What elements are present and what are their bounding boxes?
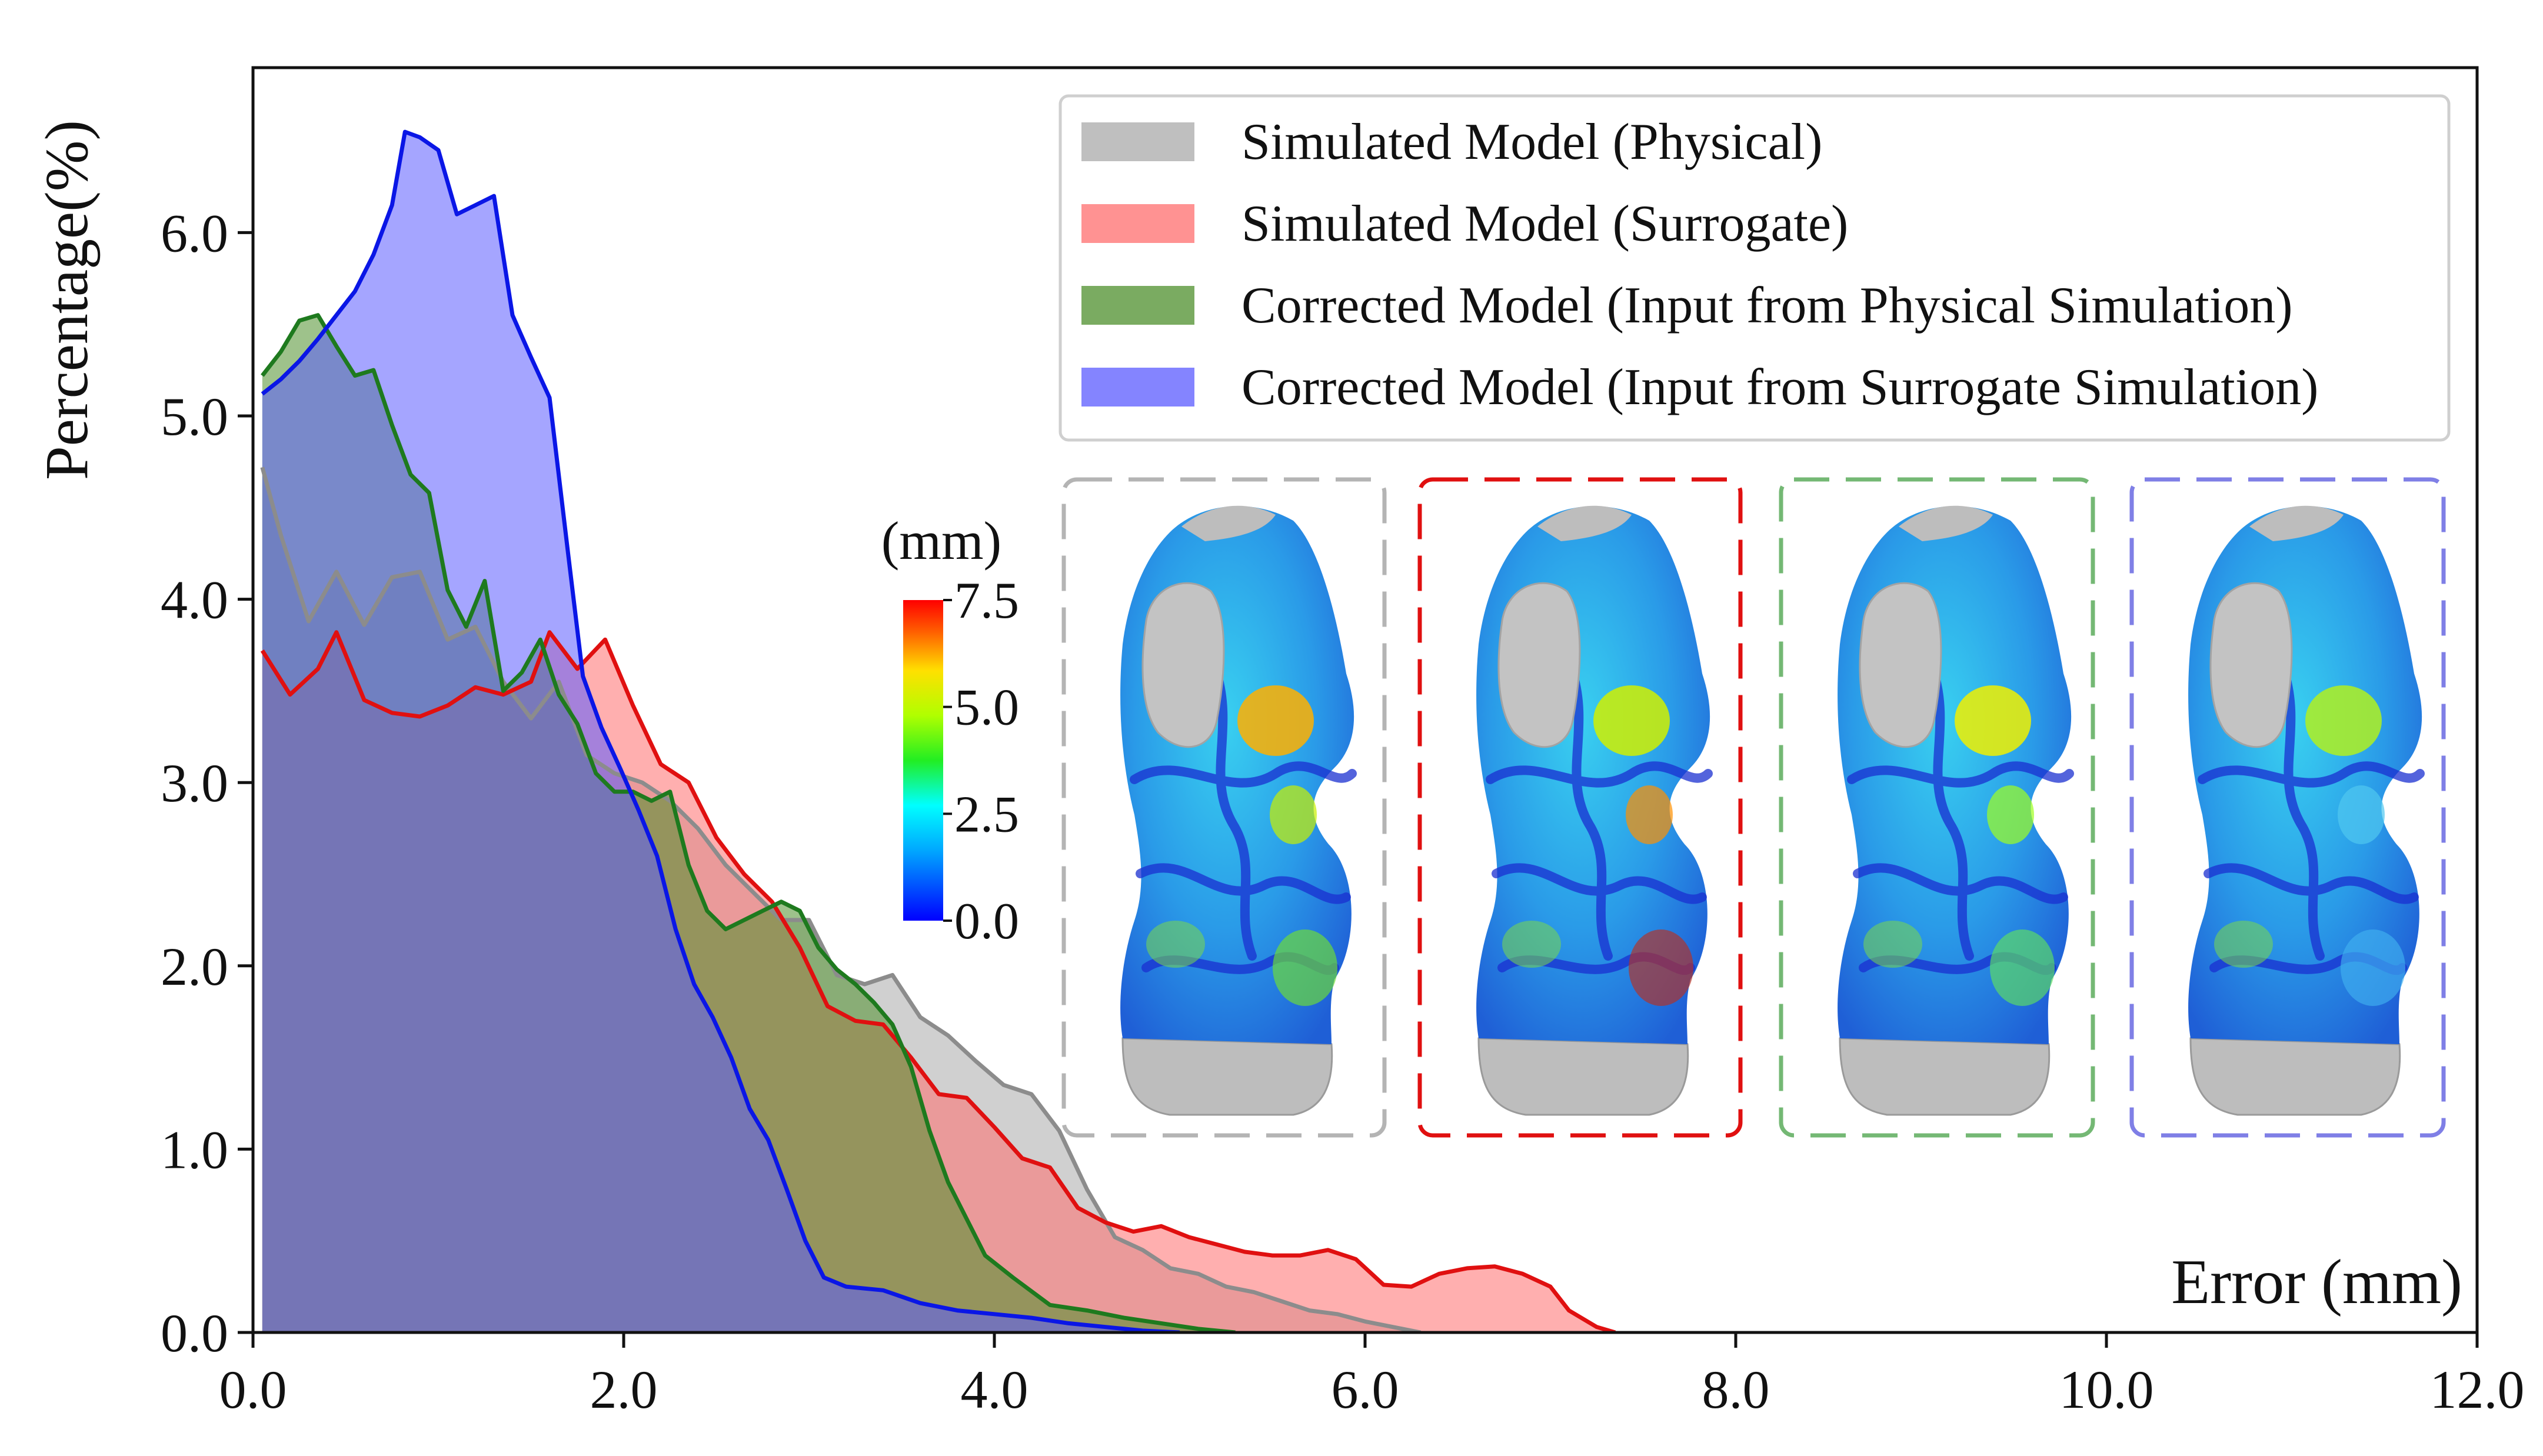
x-tick-label: 10.0 — [2059, 1360, 2154, 1420]
y-tick-label: 2.0 — [161, 937, 228, 997]
x-tick-label: 2.0 — [590, 1360, 658, 1420]
legend-label-4: Corrected Model (Input from Surrogate Si… — [1241, 359, 2318, 416]
inset-border — [1417, 477, 1743, 1138]
y-axis: 0.0 1.0 2.0 3.0 4.0 5.0 6.0 — [161, 203, 253, 1363]
inset-border — [1061, 477, 1387, 1138]
y-tick-label: 4.0 — [161, 570, 228, 630]
legend-swatch-2 — [1081, 204, 1194, 243]
colorbar-tick-label: 5.0 — [954, 679, 1019, 737]
x-tick-label: 6.0 — [1332, 1360, 1399, 1420]
line-series-3 — [261, 313, 1236, 1332]
legend-swatch-4 — [1081, 368, 1194, 407]
legend-swatch-3 — [1081, 286, 1194, 325]
line-series-1 — [260, 467, 1422, 1332]
legend-box — [1059, 94, 2451, 442]
inset-panel-1 — [1061, 477, 1387, 1138]
x-tick-label: 8.0 — [1702, 1360, 1770, 1420]
x-tick-label: 4.0 — [961, 1360, 1028, 1420]
inset-panel-4 — [2129, 477, 2446, 1138]
legend-label-1: Simulated Model (Physical) — [1241, 114, 1822, 171]
area-series-group — [262, 132, 1616, 1332]
inset-border — [2129, 477, 2446, 1138]
legend-swatch-1 — [1081, 122, 1194, 161]
legend-label-3: Corrected Model (Input from Physical Sim… — [1241, 277, 2293, 334]
colorbar-tick-label: 0.0 — [954, 893, 1019, 950]
y-tick-label: 1.0 — [161, 1120, 228, 1180]
y-tick-label: 5.0 — [161, 387, 228, 447]
colorbar-gradient — [903, 600, 943, 921]
colorbar-unit: (mm) — [881, 511, 1001, 571]
torso-model — [2188, 505, 2425, 1116]
torso-heatmap-insets — [1061, 477, 2446, 1138]
inset-panel-3 — [1779, 477, 2095, 1138]
legend-label-2: Simulated Model (Surrogate) — [1241, 195, 1848, 252]
x-axis: 0.0 2.0 4.0 6.0 8.0 10.0 12.0 — [219, 1332, 2525, 1420]
inset-border — [1779, 477, 2095, 1138]
y-tick-label: 3.0 — [161, 753, 228, 813]
x-tick-label: 0.0 — [219, 1360, 287, 1420]
y-tick-label: 0.0 — [161, 1303, 228, 1363]
torso-model — [1838, 505, 2074, 1116]
y-axis-label: Percentage(%) — [33, 120, 101, 480]
line-series-group — [260, 129, 1616, 1332]
x-axis-label: Error (mm) — [2171, 1247, 2462, 1317]
colorbar: (mm) 0.0 2.5 5.0 7.5 — [881, 511, 1019, 950]
colorbar-tick-label: 7.5 — [954, 572, 1019, 629]
x-tick-label: 12.0 — [2430, 1360, 2525, 1420]
area-series-4 — [262, 132, 1180, 1332]
line-series-4 — [261, 129, 1180, 1332]
inset-panel-2 — [1417, 477, 1743, 1138]
line-series-2 — [260, 630, 1616, 1332]
y-tick-label: 6.0 — [161, 203, 228, 263]
legend: Simulated Model (Physical) Simulated Mode… — [1059, 94, 2451, 442]
torso-model — [1120, 505, 1357, 1116]
colorbar-tick-label: 2.5 — [954, 786, 1019, 843]
torso-model — [1476, 505, 1713, 1116]
